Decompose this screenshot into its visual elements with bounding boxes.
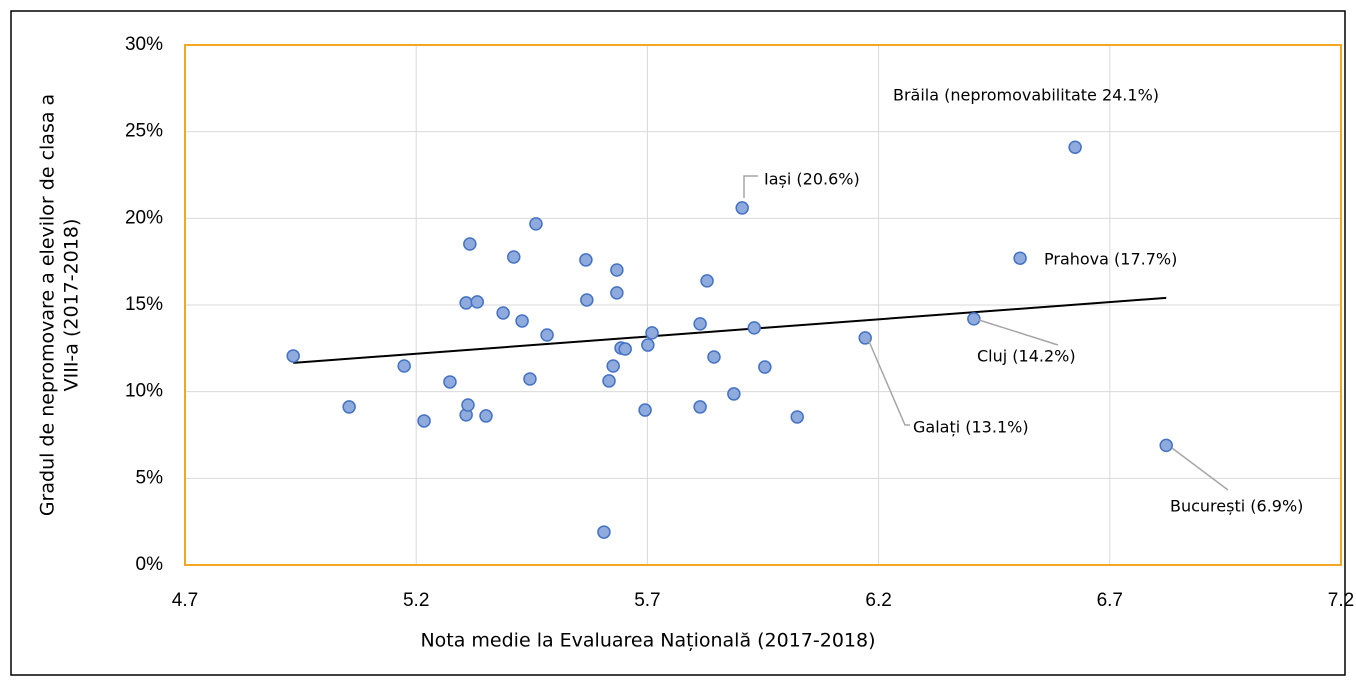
x-tick-label: 4.7 bbox=[172, 590, 198, 611]
point bbox=[606, 359, 620, 373]
point bbox=[461, 398, 475, 412]
point bbox=[580, 293, 594, 307]
point bbox=[618, 342, 632, 356]
point bbox=[693, 317, 707, 331]
point bbox=[515, 314, 529, 328]
point bbox=[645, 326, 659, 340]
x-tick-label: 5.7 bbox=[634, 590, 660, 611]
leader-line bbox=[867, 338, 910, 426]
x-tick-label: 5.2 bbox=[403, 590, 429, 611]
annotation: Prahova (17.7%) bbox=[1044, 250, 1177, 269]
y-tick-label: 5% bbox=[136, 467, 164, 488]
chart-border bbox=[10, 10, 1346, 676]
point bbox=[790, 410, 804, 424]
point bbox=[540, 328, 554, 342]
point bbox=[610, 263, 624, 277]
point bbox=[479, 409, 493, 423]
point bbox=[443, 375, 457, 389]
x-axis-title: Nota medie la Evaluarea Națională (2017-… bbox=[420, 630, 875, 652]
x-tick-label: 6.7 bbox=[1097, 590, 1123, 611]
y-axis-title-line: Gradul de nepromovare a elevilor de clas… bbox=[37, 94, 59, 516]
point bbox=[693, 400, 707, 414]
annotation: Iași (20.6%) bbox=[764, 170, 860, 189]
point bbox=[638, 403, 652, 417]
point bbox=[1068, 140, 1082, 155]
y-tick-label: 20% bbox=[125, 207, 163, 228]
point bbox=[707, 350, 721, 364]
y-tick-label: 0% bbox=[136, 554, 164, 575]
point bbox=[1159, 438, 1173, 453]
point bbox=[459, 296, 473, 310]
point bbox=[602, 374, 616, 388]
y-axis-title: Gradul de nepromovare a elevilor de clas… bbox=[37, 94, 83, 516]
x-tick-label: 6.2 bbox=[865, 590, 891, 611]
trendline bbox=[293, 296, 1167, 364]
point bbox=[397, 359, 411, 373]
point bbox=[597, 525, 611, 539]
point bbox=[286, 349, 300, 363]
point bbox=[342, 400, 356, 414]
point bbox=[758, 360, 772, 374]
point bbox=[1013, 251, 1027, 265]
point bbox=[523, 372, 537, 386]
point bbox=[747, 321, 761, 335]
point bbox=[507, 250, 521, 264]
y-tick-label: 10% bbox=[125, 381, 163, 402]
annotation: Cluj (14.2%) bbox=[977, 347, 1076, 366]
point bbox=[529, 217, 543, 231]
plot-border bbox=[184, 44, 1342, 566]
point bbox=[967, 312, 981, 326]
point bbox=[700, 274, 714, 288]
leader-line bbox=[743, 175, 758, 198]
leader-line bbox=[978, 319, 1059, 346]
annotation: Galați (13.1%) bbox=[913, 418, 1029, 437]
point bbox=[727, 387, 741, 401]
point bbox=[496, 306, 510, 320]
point bbox=[417, 414, 431, 428]
y-tick-label: 30% bbox=[125, 34, 163, 55]
x-tick-label: 7.2 bbox=[1328, 590, 1354, 611]
y-axis-title-line: VIII-a (2017-2018) bbox=[61, 219, 83, 392]
point bbox=[579, 253, 593, 267]
point bbox=[641, 338, 655, 352]
point bbox=[463, 237, 477, 251]
point bbox=[610, 286, 624, 300]
annotation: București (6.9%) bbox=[1170, 497, 1303, 516]
leader-line bbox=[1171, 447, 1229, 491]
y-tick-label: 25% bbox=[125, 121, 163, 142]
annotation: Brăila (nepromovabilitate 24.1%) bbox=[893, 86, 1159, 105]
point bbox=[470, 295, 484, 309]
y-tick-label: 15% bbox=[125, 294, 163, 315]
point bbox=[735, 201, 749, 215]
